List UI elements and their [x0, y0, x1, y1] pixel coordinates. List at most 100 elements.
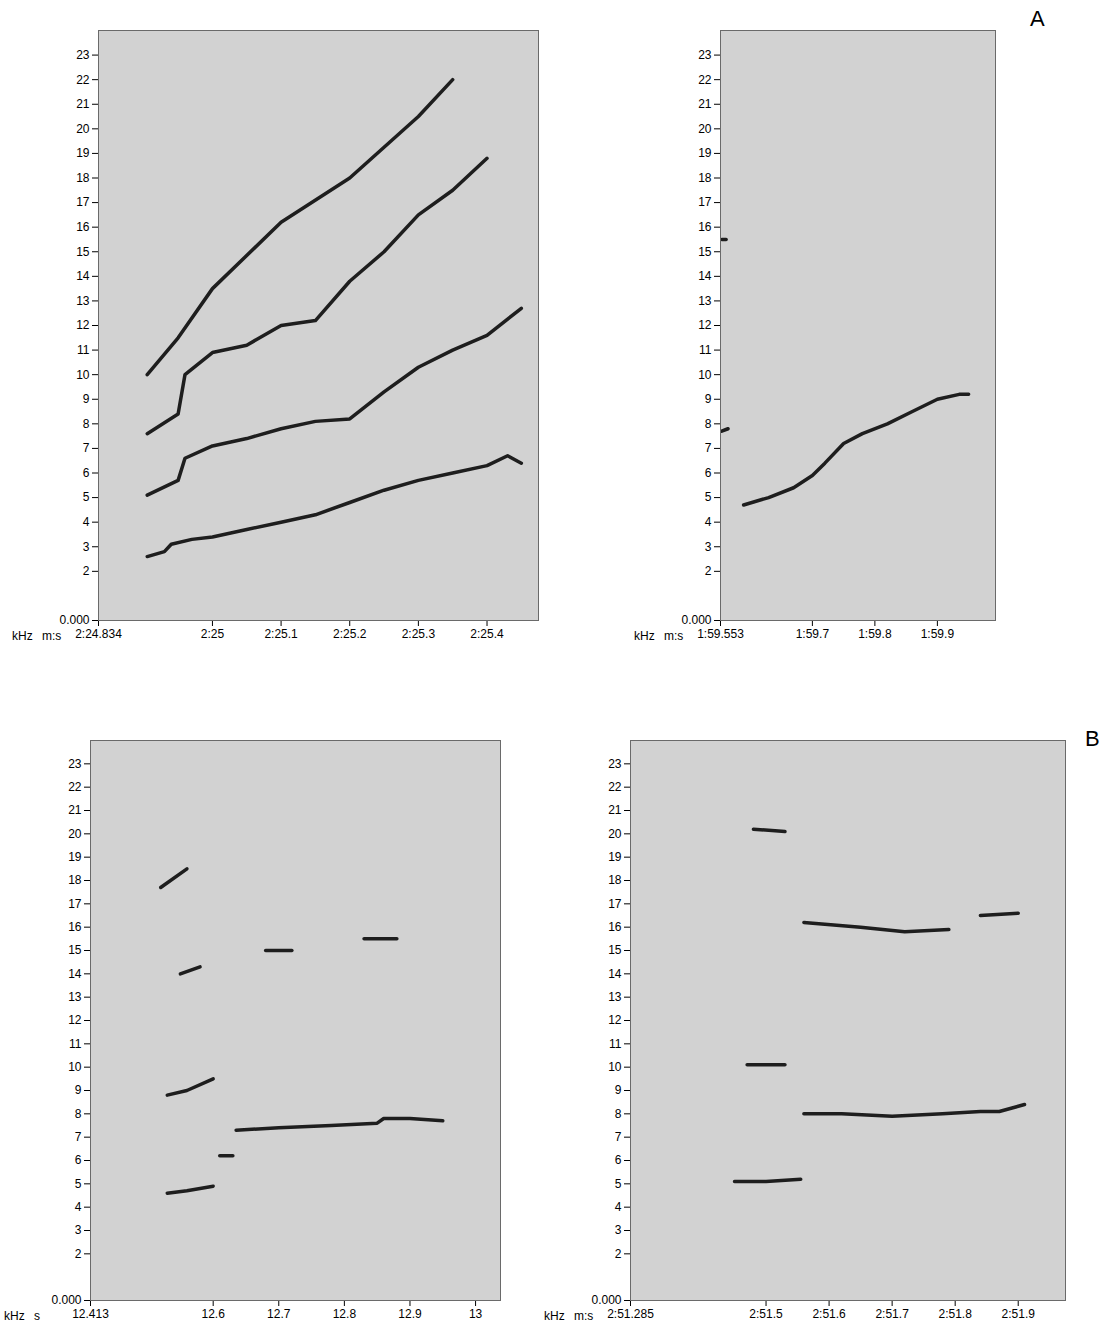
svg-text:6: 6: [75, 1153, 82, 1167]
svg-text:14: 14: [698, 269, 712, 283]
svg-text:7: 7: [75, 1130, 82, 1144]
svg-text:2:51.5: 2:51.5: [749, 1307, 783, 1321]
svg-text:2:25.3: 2:25.3: [402, 627, 436, 641]
svg-text:18: 18: [608, 873, 622, 887]
svg-text:11: 11: [77, 343, 90, 357]
svg-text:18: 18: [68, 873, 82, 887]
svg-text:5: 5: [615, 1177, 622, 1191]
svg-text:17: 17: [608, 897, 622, 911]
svg-text:11: 11: [69, 1037, 82, 1051]
svg-text:9: 9: [615, 1083, 622, 1097]
svg-text:16: 16: [68, 920, 82, 934]
svg-text:13: 13: [76, 294, 90, 308]
svg-text:7: 7: [83, 441, 90, 455]
svg-text:2: 2: [705, 564, 712, 578]
svg-text:15: 15: [76, 245, 90, 259]
svg-text:4: 4: [83, 515, 90, 529]
svg-text:5: 5: [83, 490, 90, 504]
svg-text:20: 20: [76, 122, 90, 136]
svg-text:12: 12: [698, 318, 712, 332]
svg-text:13: 13: [469, 1307, 483, 1321]
svg-text:16: 16: [608, 920, 622, 934]
svg-text:3: 3: [705, 540, 712, 554]
svg-text:12: 12: [76, 318, 90, 332]
svg-text:19: 19: [68, 850, 82, 864]
svg-text:11: 11: [699, 343, 712, 357]
svg-text:15: 15: [698, 245, 712, 259]
svg-text:9: 9: [83, 392, 90, 406]
svg-text:12: 12: [608, 1013, 622, 1027]
svg-text:7: 7: [615, 1130, 622, 1144]
svg-text:12.9: 12.9: [398, 1307, 422, 1321]
svg-text:1:59.8: 1:59.8: [858, 627, 892, 641]
svg-text:16: 16: [76, 220, 90, 234]
svg-text:4: 4: [705, 515, 712, 529]
svg-text:2: 2: [83, 564, 90, 578]
svg-text:17: 17: [68, 897, 82, 911]
svg-text:2:51.9: 2:51.9: [1002, 1307, 1036, 1321]
svg-text:1:59.553: 1:59.553: [697, 627, 744, 641]
svg-text:21: 21: [76, 97, 90, 111]
svg-text:4: 4: [615, 1200, 622, 1214]
svg-text:9: 9: [705, 392, 712, 406]
svg-text:5: 5: [75, 1177, 82, 1191]
svg-text:21: 21: [68, 803, 82, 817]
svg-text:11: 11: [609, 1037, 622, 1051]
svg-text:0.000: 0.000: [681, 613, 711, 627]
svg-text:1:59.7: 1:59.7: [796, 627, 830, 641]
svg-text:6: 6: [705, 466, 712, 480]
svg-text:10: 10: [698, 368, 712, 382]
svg-text:18: 18: [698, 171, 712, 185]
svg-text:20: 20: [698, 122, 712, 136]
svg-text:2:25.1: 2:25.1: [264, 627, 298, 641]
svg-text:19: 19: [608, 850, 622, 864]
svg-text:5: 5: [705, 490, 712, 504]
svg-text:8: 8: [83, 417, 90, 431]
svg-text:2:51.6: 2:51.6: [812, 1307, 846, 1321]
svg-text:10: 10: [76, 368, 90, 382]
svg-text:0.000: 0.000: [59, 613, 89, 627]
svg-text:3: 3: [75, 1223, 82, 1237]
svg-text:18: 18: [76, 171, 90, 185]
svg-text:21: 21: [608, 803, 622, 817]
svg-text:0.000: 0.000: [51, 1293, 81, 1307]
svg-text:15: 15: [608, 943, 622, 957]
svg-text:8: 8: [705, 417, 712, 431]
svg-text:8: 8: [75, 1107, 82, 1121]
svg-text:0.000: 0.000: [591, 1293, 621, 1307]
svg-text:13: 13: [608, 990, 622, 1004]
svg-text:12.8: 12.8: [333, 1307, 357, 1321]
svg-text:12.7: 12.7: [267, 1307, 291, 1321]
svg-text:14: 14: [68, 967, 82, 981]
svg-text:14: 14: [76, 269, 90, 283]
svg-text:2: 2: [75, 1247, 82, 1261]
svg-text:23: 23: [698, 48, 712, 62]
svg-text:2:25.4: 2:25.4: [470, 627, 504, 641]
svg-text:2:25.2: 2:25.2: [333, 627, 367, 641]
svg-text:23: 23: [76, 48, 90, 62]
svg-text:3: 3: [83, 540, 90, 554]
svg-text:15: 15: [68, 943, 82, 957]
svg-text:17: 17: [698, 195, 712, 209]
svg-text:21: 21: [698, 97, 712, 111]
svg-text:9: 9: [75, 1083, 82, 1097]
svg-text:23: 23: [68, 757, 82, 771]
svg-text:2: 2: [615, 1247, 622, 1261]
svg-text:1:59.9: 1:59.9: [921, 627, 955, 641]
svg-text:2:51.8: 2:51.8: [938, 1307, 972, 1321]
svg-text:10: 10: [608, 1060, 622, 1074]
svg-text:2:25: 2:25: [201, 627, 225, 641]
svg-text:12.413: 12.413: [72, 1307, 109, 1321]
svg-text:3: 3: [615, 1223, 622, 1237]
svg-text:10: 10: [68, 1060, 82, 1074]
svg-text:4: 4: [75, 1200, 82, 1214]
svg-text:13: 13: [698, 294, 712, 308]
svg-text:16: 16: [698, 220, 712, 234]
svg-text:23: 23: [608, 757, 622, 771]
svg-text:22: 22: [608, 780, 622, 794]
svg-text:22: 22: [68, 780, 82, 794]
svg-text:2:51.285: 2:51.285: [607, 1307, 654, 1321]
svg-text:12.6: 12.6: [201, 1307, 225, 1321]
svg-text:2:24.834: 2:24.834: [75, 627, 122, 641]
svg-text:19: 19: [76, 146, 90, 160]
